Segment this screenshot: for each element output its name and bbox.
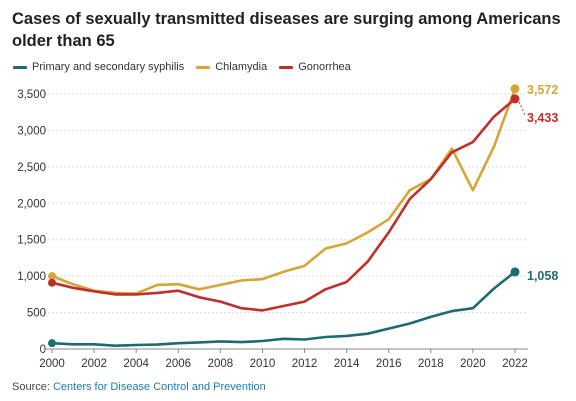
chart-source: Source: Centers for Disease Control and … [12,381,266,393]
chart-title: Cases of sexually transmitted diseases a… [12,10,561,50]
legend-label-gonorrhea: Gonorrhea [298,61,351,73]
x-tick-label: 2004 [123,358,149,370]
y-tick-label: 1,500 [17,235,46,247]
legend-swatch-gonorrhea [279,65,294,69]
start-dot-syphilis [48,339,56,348]
end-dot-gonorrhea [510,94,520,104]
legend-swatch-syphilis [13,65,27,69]
y-tick-label: 3,500 [17,89,46,101]
legend-item-chlamydia: Chlamydia [196,61,267,73]
x-tick-label: 2020 [460,358,486,370]
y-tick-label: 2,500 [17,162,46,174]
start-dot-chlamydia [48,272,56,281]
legend-swatch-chlamydia [196,65,211,69]
legend-item-gonorrhea: Gonorrhea [279,61,351,73]
end-label-gonorrhea: 3,433 [527,111,558,125]
series-line-gonorrhea [50,97,517,312]
y-tick-label: 2,000 [17,198,46,210]
legend-item-syphilis: Primary and secondary syphilis [13,61,184,73]
x-tick-label: 2010 [250,358,276,370]
source-link[interactable]: Centers for Disease Control and Preventi… [52,381,266,393]
start-dot-gonorrhea [48,278,56,287]
end-label-syphilis: 1,058 [527,269,558,283]
x-tick-label: 2008 [208,358,234,370]
x-tick-label: 2006 [165,358,191,370]
legend-label-syphilis: Primary and secondary syphilis [32,61,185,73]
end-label-chlamydia: 3,572 [527,83,558,97]
end-dot-chlamydia [510,84,520,94]
x-tick-label: 2002 [81,358,107,370]
chart-legend: Primary and secondary syphilis Chlamydia… [13,60,363,74]
y-tick-label: 500 [27,308,46,320]
y-tick-label: 0 [40,344,46,356]
series-line-chlamydia [50,87,517,295]
y-tick-label: 1,000 [17,271,46,283]
y-tick-label: 3,000 [17,125,46,137]
x-tick-label: 2022 [502,358,528,370]
series-line-syphilis [50,270,517,348]
legend-label-chlamydia: Chlamydia [215,61,268,73]
end-leader-gonorrhea [518,101,526,116]
end-dot-syphilis [510,267,520,277]
x-tick-label: 2000 [39,358,65,370]
x-tick-label: 2012 [292,358,318,370]
x-tick-label: 2014 [334,358,360,370]
x-tick-label: 2018 [418,358,444,370]
x-tick-label: 2016 [376,358,402,370]
source-prefix: Source: [12,381,53,393]
